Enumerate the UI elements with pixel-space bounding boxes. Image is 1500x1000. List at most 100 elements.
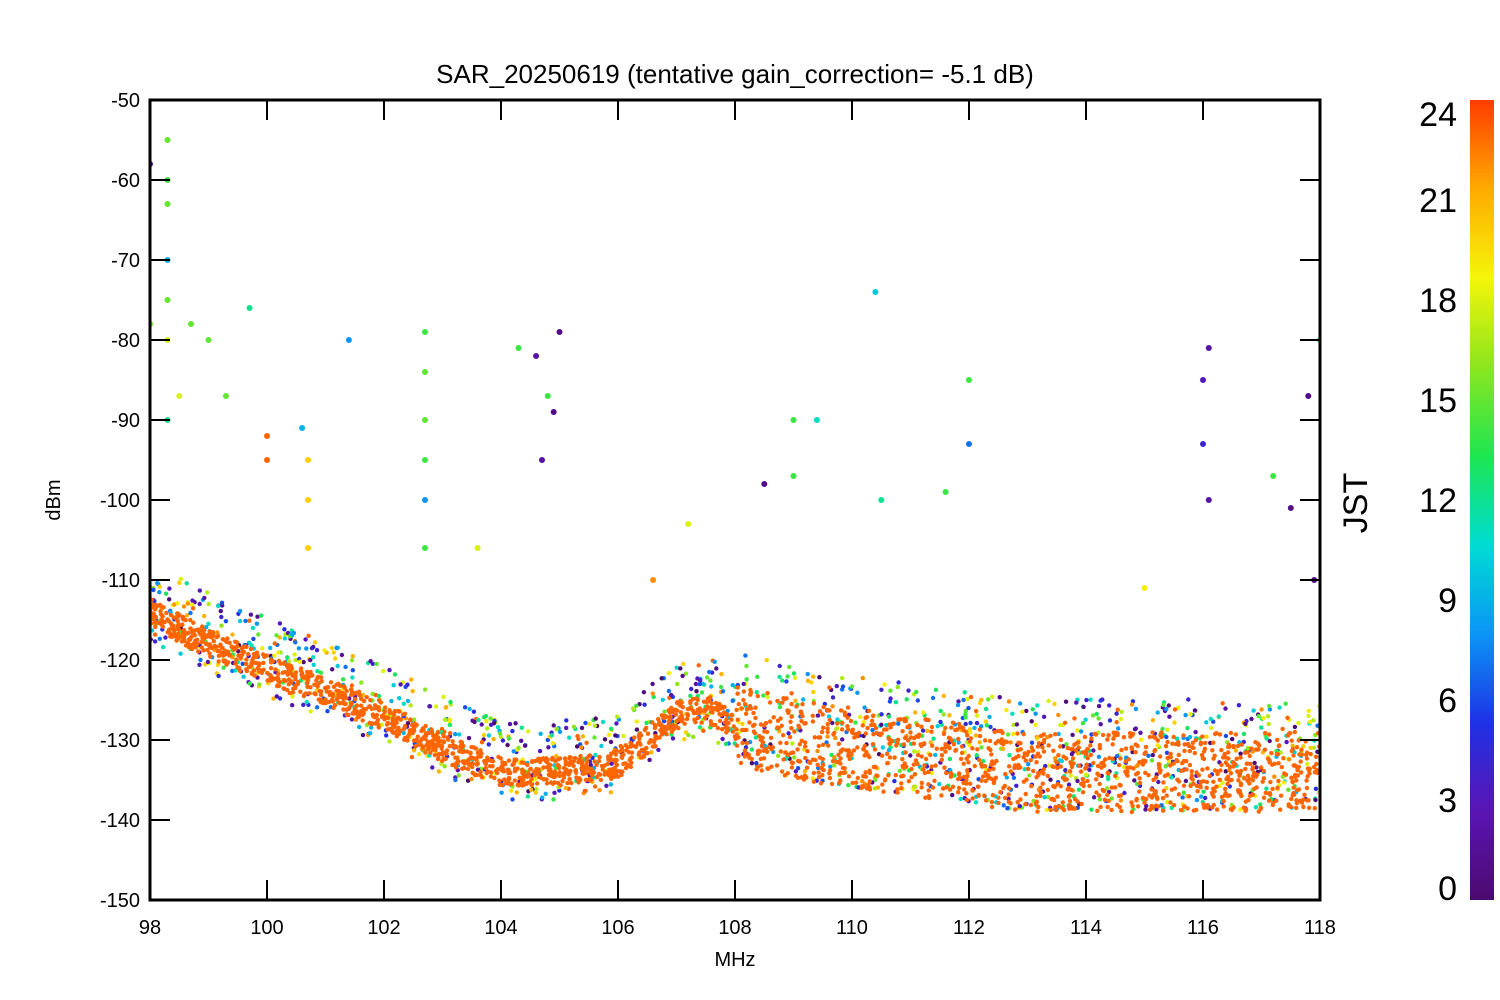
noise-floor-point [656, 721, 662, 726]
noise-floor-point [1157, 764, 1162, 769]
noise-floor-point [458, 739, 463, 744]
noise-floor-point [771, 715, 776, 720]
noise-floor-point [1226, 744, 1232, 750]
scatter-point [1083, 717, 1088, 722]
noise-floor-point [1243, 807, 1249, 812]
noise-floor-point [428, 727, 434, 732]
noise-floor-point [1099, 761, 1104, 766]
noise-floor-point [1218, 768, 1223, 773]
noise-floor-point [825, 726, 830, 731]
noise-floor-point [755, 693, 760, 699]
scatter-point [615, 714, 620, 719]
noise-floor-point [1194, 783, 1200, 789]
noise-floor-point [1224, 776, 1229, 782]
noise-floor-point [1030, 748, 1036, 753]
noise-floor-point [972, 763, 977, 769]
scatter-point [152, 639, 158, 644]
noise-floor-point [532, 773, 537, 778]
noise-floor-point [956, 785, 962, 791]
noise-floor-point [818, 781, 824, 786]
scatter-point [401, 701, 406, 706]
scatter-point [861, 719, 866, 725]
scatter-point [608, 739, 614, 745]
spur-point [966, 377, 972, 383]
scatter-point [308, 657, 313, 663]
spur-point [305, 545, 311, 551]
noise-floor-point [394, 734, 399, 739]
scatter-point [1109, 796, 1114, 801]
noise-floor-point [1012, 807, 1018, 812]
noise-floor-point [1109, 807, 1114, 813]
noise-floor-point [1214, 807, 1220, 812]
scatter-point [1280, 726, 1285, 732]
noise-floor-point [767, 719, 773, 724]
noise-floor-point [1289, 775, 1294, 780]
scatter-point [339, 652, 345, 658]
noise-floor-point [389, 728, 394, 733]
scatter-point [309, 646, 315, 651]
noise-floor-point [474, 762, 479, 767]
scatter-point [1096, 703, 1102, 709]
scatter-point [688, 693, 693, 698]
noise-floor-point [336, 693, 341, 698]
scatter-point [694, 689, 699, 694]
noise-floor-point [1303, 752, 1309, 757]
noise-floor-point [1200, 767, 1205, 772]
noise-floor-point [785, 752, 791, 757]
scatter-point [391, 683, 396, 688]
noise-floor-point [1012, 765, 1017, 771]
noise-floor-point [1095, 808, 1100, 813]
noise-floor-point [1223, 786, 1228, 792]
noise-floor-point [1274, 798, 1279, 803]
scatter-point [777, 674, 782, 680]
scatter-point [853, 720, 858, 725]
scatter-point [397, 696, 402, 701]
noise-floor-point [943, 749, 948, 754]
noise-floor-point [741, 689, 747, 694]
noise-floor-point [395, 708, 400, 714]
spur-point [544, 393, 551, 399]
noise-floor-point [855, 775, 860, 781]
scatter-point [462, 705, 468, 710]
noise-floor-point [1192, 750, 1198, 756]
noise-floor-point [850, 770, 856, 775]
noise-floor-point [699, 720, 704, 725]
scatter-point [488, 716, 493, 721]
scatter-point [608, 790, 614, 795]
scatter-point [1024, 708, 1029, 714]
noise-floor-point [1217, 732, 1223, 737]
scatter-point [329, 645, 335, 651]
scatter-point [649, 750, 654, 755]
scatter-point [912, 749, 917, 754]
scatter-point [256, 632, 261, 637]
scatter-point [392, 672, 398, 677]
noise-floor-point [1089, 736, 1094, 741]
noise-floor-point [793, 773, 799, 778]
spur-point [1305, 393, 1312, 399]
scatter-point [436, 769, 442, 774]
noise-floor-point [1079, 781, 1084, 786]
x-tick-label: 116 [1187, 917, 1219, 939]
scatter-point [925, 728, 930, 733]
noise-floor-point [1033, 754, 1038, 759]
noise-floor-point [1157, 770, 1163, 775]
scatter-point [855, 690, 860, 695]
scatter-point [219, 600, 225, 605]
noise-floor-point [673, 707, 678, 712]
noise-floor-point [628, 764, 634, 770]
noise-floor-point [1037, 754, 1043, 759]
scatter-point [730, 698, 735, 703]
noise-floor-point [950, 784, 956, 789]
noise-floor-point [1252, 786, 1257, 791]
noise-floor-point [497, 778, 502, 783]
noise-floor-point [317, 689, 322, 694]
noise-floor-point [1112, 733, 1118, 738]
noise-floor-point [951, 742, 957, 747]
scatter-point [743, 653, 748, 658]
noise-floor-point [1225, 781, 1230, 787]
noise-floor-point [1002, 795, 1008, 801]
noise-floor-point [1096, 773, 1102, 778]
noise-floor-point [1195, 789, 1200, 794]
scatter-point [311, 655, 316, 660]
noise-floor-point [961, 780, 966, 786]
